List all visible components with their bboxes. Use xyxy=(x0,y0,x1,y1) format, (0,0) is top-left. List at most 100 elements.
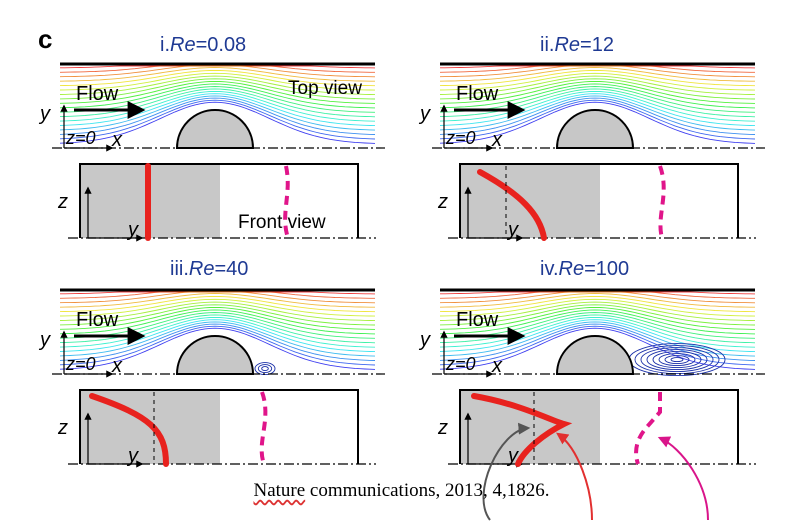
streamline xyxy=(439,83,756,109)
streamline xyxy=(59,93,376,127)
streamline xyxy=(439,93,756,127)
flow-label: Flow xyxy=(76,309,119,331)
eddy-ring xyxy=(640,347,714,373)
panel-index-label: ii. xyxy=(540,34,555,56)
streamline xyxy=(439,293,755,308)
panel-index-label: iii. xyxy=(170,258,189,280)
streamline xyxy=(59,319,376,353)
re-symbol: Re xyxy=(170,34,196,56)
z0-label: z=0 xyxy=(445,128,476,148)
re-value: =12 xyxy=(580,34,614,56)
citation-journal-first: Nature xyxy=(253,480,306,501)
solid-velocity-profile xyxy=(471,393,573,467)
recirculation-eddy xyxy=(628,343,726,377)
streamline xyxy=(59,316,376,348)
streamline xyxy=(59,70,376,87)
streamline xyxy=(59,296,376,313)
panel-index-label: i. xyxy=(160,34,170,56)
streamline xyxy=(439,72,756,91)
y-axis-label: y xyxy=(38,103,51,125)
streamline xyxy=(439,86,756,113)
flow-label: Flow xyxy=(76,83,119,105)
streamline xyxy=(439,78,756,100)
re-value: =40 xyxy=(214,258,249,280)
citation-journal-rest: communications, xyxy=(305,480,441,501)
streamline xyxy=(59,314,376,344)
z0-label: z=0 xyxy=(65,354,96,374)
eddy-ring xyxy=(634,345,720,375)
z0-label: z=0 xyxy=(445,354,476,374)
z-axis-label: z xyxy=(437,417,448,439)
streamline xyxy=(439,97,756,135)
streamline xyxy=(439,301,756,322)
x-axis-label: x xyxy=(491,355,503,377)
citation-details: 2013, 4,1826. xyxy=(440,480,550,501)
cylinder xyxy=(175,109,255,149)
streamline xyxy=(439,81,756,104)
panel-title-4: iv.Re=100 xyxy=(540,258,629,281)
front-y-axis-label: y xyxy=(506,445,519,467)
streamline xyxy=(439,298,756,317)
cylinder xyxy=(175,335,255,375)
eddy-ring xyxy=(664,355,690,365)
streamline xyxy=(59,325,376,366)
streamline xyxy=(439,67,755,82)
panel-4: Flow y z=0 x z y xyxy=(418,288,765,521)
re-symbol: Re xyxy=(558,258,585,280)
y-axis-label: y xyxy=(38,329,51,351)
streamline xyxy=(439,314,756,344)
streamline xyxy=(439,291,756,304)
streamline xyxy=(439,309,756,335)
front-view-box xyxy=(79,163,359,238)
streamline xyxy=(439,101,756,144)
streamline xyxy=(439,70,756,87)
re-symbol: Re xyxy=(188,258,215,280)
streamline xyxy=(59,65,376,78)
panel-title-1: i.Re=0.08 xyxy=(160,34,246,57)
streamlines xyxy=(59,291,376,370)
eddy-ring xyxy=(628,343,726,377)
streamline xyxy=(439,323,756,361)
streamline xyxy=(59,327,376,370)
panel-letter: c xyxy=(38,24,53,54)
y-axis-label: y xyxy=(418,329,431,351)
flow-label: Flow xyxy=(456,309,499,331)
eddy-ring xyxy=(646,349,708,371)
panel-2: Flow y z=0 x z y xyxy=(418,62,765,242)
top-view-label: Top view xyxy=(288,78,362,99)
streamline xyxy=(59,99,376,140)
streamline xyxy=(439,307,756,330)
panel-3: Flow y z=0 x z y xyxy=(38,288,385,468)
front-view-box xyxy=(459,163,739,238)
streamline xyxy=(439,88,756,118)
streamline xyxy=(439,304,756,326)
streamline xyxy=(439,90,756,122)
streamline xyxy=(439,99,756,140)
streamline xyxy=(59,309,376,335)
streamline xyxy=(59,304,376,326)
x-axis-label: x xyxy=(111,129,123,151)
re-symbol: Re xyxy=(554,34,581,56)
streamline xyxy=(59,81,376,104)
streamline xyxy=(59,301,376,322)
streamlines xyxy=(59,65,376,144)
streamline xyxy=(59,90,376,122)
panel-title-3: iii.Re=40 xyxy=(170,258,248,281)
streamlines xyxy=(439,65,756,144)
streamline xyxy=(439,319,756,353)
streamline xyxy=(59,78,376,100)
streamline xyxy=(439,325,756,366)
dashed-velocity-profile xyxy=(634,392,662,465)
panel-title-2: ii.Re=12 xyxy=(540,34,614,57)
eddy-ring xyxy=(652,351,702,369)
annotation-arrow-red xyxy=(556,432,593,521)
front-view-label: Front view xyxy=(238,212,326,233)
streamline xyxy=(59,72,376,91)
front-y-axis-label: y xyxy=(126,445,139,467)
citation: Nature communications, 2013, 4,1826. xyxy=(0,480,803,502)
streamline xyxy=(59,298,376,317)
streamline xyxy=(59,86,376,113)
flow-label: Flow xyxy=(456,83,499,105)
re-value: =100 xyxy=(584,258,630,280)
